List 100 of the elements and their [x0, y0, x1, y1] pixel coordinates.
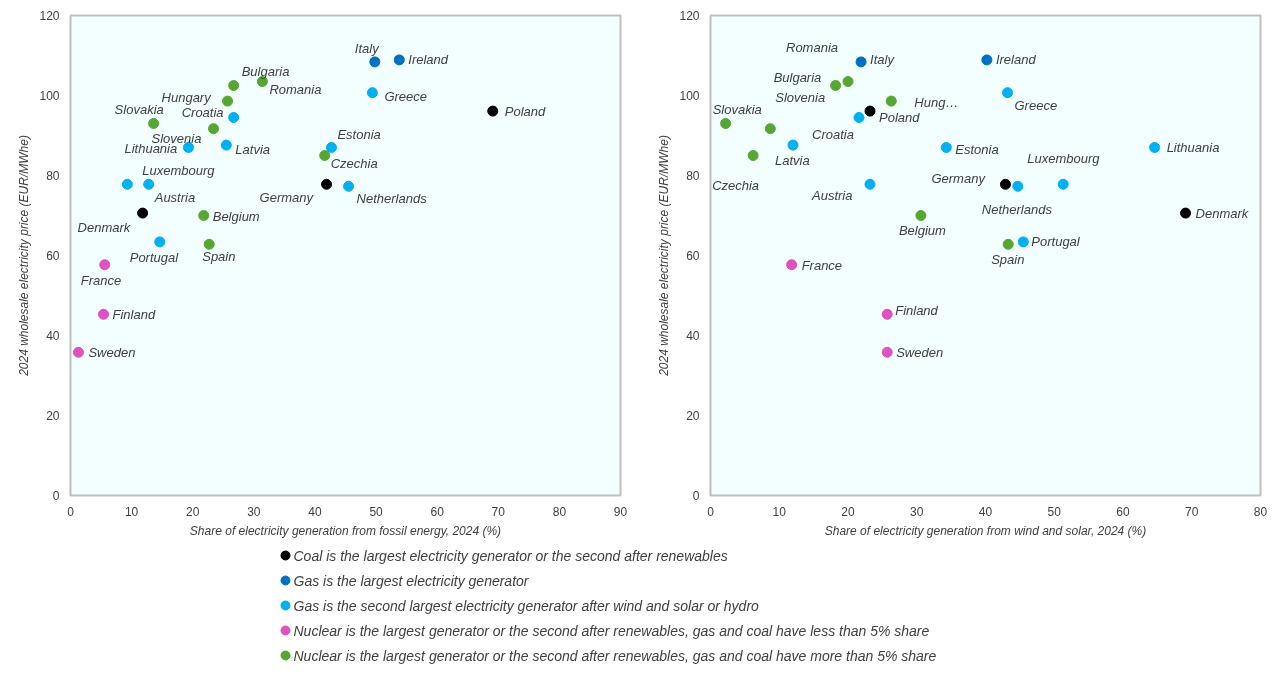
x-tick-label: 50	[1047, 504, 1062, 519]
x-tick-label: 0	[707, 504, 715, 519]
point	[343, 180, 355, 192]
point	[154, 236, 166, 248]
y-tick-label: 100	[679, 89, 700, 103]
point	[366, 87, 378, 99]
annotation: Italy	[870, 52, 896, 68]
y-tick-label: 0	[52, 489, 60, 503]
annotation: Hungary	[161, 89, 213, 105]
annotation: Bulgaria	[241, 64, 290, 79]
point	[228, 112, 240, 123]
annotation: Finland	[112, 306, 156, 322]
point	[853, 112, 865, 123]
point	[137, 207, 149, 219]
point	[99, 259, 111, 271]
x-axis-title: Share of electricity generation from wind and solar, 2024 (%)	[824, 523, 1147, 538]
x-tick-label: 60	[430, 504, 445, 519]
point	[222, 95, 234, 107]
x-tick-label: 40	[978, 504, 993, 519]
point	[325, 142, 337, 153]
annotation: Slovakia	[114, 102, 164, 117]
x-tick-label: 60	[1116, 504, 1130, 519]
annotation: Germany	[259, 189, 315, 205]
annotation: Luxembourg	[142, 162, 216, 178]
annotation: Estonia	[337, 127, 381, 142]
point	[121, 178, 133, 190]
legend-label: Nuclear is the largest generator or the second after renewables, gas and coal have less than 5% share	[293, 622, 930, 639]
annotation: Luxembourg	[1027, 150, 1101, 166]
point	[487, 105, 499, 117]
y-tick-label: 80	[686, 169, 700, 183]
annotation: Czechia	[330, 156, 378, 171]
annotation: Ireland	[408, 52, 449, 68]
legend-label: Nuclear is the largest generator or the second after renewables, gas and coal have more than 5% share	[293, 647, 937, 664]
point	[940, 142, 952, 153]
point	[787, 139, 799, 151]
annotation: Portugal	[1031, 234, 1081, 250]
point	[220, 139, 232, 151]
annotation: Greece	[384, 89, 428, 105]
point	[747, 150, 759, 161]
x-tick-label: 70	[491, 504, 506, 519]
y-tick-label: 80	[46, 169, 60, 183]
x-tick-label: 10	[772, 504, 787, 519]
y-tick-label: 20	[686, 409, 700, 423]
annotation: Belgium	[212, 209, 260, 224]
point	[999, 178, 1011, 190]
point	[830, 80, 842, 91]
point	[98, 308, 109, 320]
point	[885, 95, 897, 107]
y-tick-label: 40	[686, 329, 700, 343]
point	[864, 178, 876, 190]
point	[1057, 178, 1069, 190]
annotation: Greece	[1014, 98, 1058, 114]
annotation: Romania	[786, 40, 839, 55]
y-tick-label: 120	[679, 9, 700, 23]
y-tick-label: 60	[46, 249, 60, 263]
annotation: Germany	[931, 170, 987, 186]
annotation: Netherlands	[981, 201, 1053, 217]
y-tick-label: 40	[46, 329, 60, 343]
point	[915, 210, 927, 221]
point	[786, 259, 798, 271]
x-tick-label: 20	[186, 504, 200, 519]
point	[203, 238, 215, 250]
point	[319, 150, 331, 161]
annotation: Bulgaria	[773, 70, 822, 85]
point	[228, 80, 240, 91]
point	[369, 56, 381, 68]
annotation: Latvia	[235, 141, 271, 157]
point	[764, 123, 776, 135]
annotation: Slovakia	[712, 102, 762, 117]
annotation: Austria	[153, 189, 196, 205]
point	[208, 123, 219, 135]
x-tick-label: 90	[613, 504, 628, 519]
annotation: Italy	[354, 41, 381, 57]
annotation: Denmark	[1195, 205, 1250, 221]
annotation: Croatia	[181, 105, 224, 120]
x-tick-label: 70	[1185, 504, 1199, 519]
annotation: France	[801, 258, 843, 274]
annotation: Spain	[991, 251, 1025, 267]
legend-label: Gas is the largest electricity generator	[293, 572, 530, 589]
annotation: Poland	[879, 109, 921, 125]
y-tick-label: 120	[39, 9, 60, 23]
x-tick-label: 40	[308, 504, 322, 519]
point	[321, 178, 333, 190]
x-tick-label: 80	[1253, 504, 1268, 519]
point	[1180, 207, 1192, 219]
annotation: Spain	[202, 248, 236, 264]
annotation: Denmark	[77, 219, 132, 235]
annotation: Estonia	[955, 142, 999, 157]
point	[864, 105, 876, 117]
y-axis-title: 2024 wholesale electricity price (EUR/MWhe)	[17, 135, 32, 377]
point	[1002, 87, 1013, 99]
point	[148, 118, 160, 129]
x-tick-label: 0	[67, 504, 75, 519]
point	[72, 346, 84, 358]
annotation: Romania	[269, 82, 322, 97]
point	[1012, 180, 1024, 192]
annotation: Lithuania	[1166, 140, 1220, 155]
y-tick-label: 60	[686, 249, 700, 263]
x-tick-label: 20	[841, 504, 855, 519]
annotation: Ireland	[995, 52, 1037, 68]
